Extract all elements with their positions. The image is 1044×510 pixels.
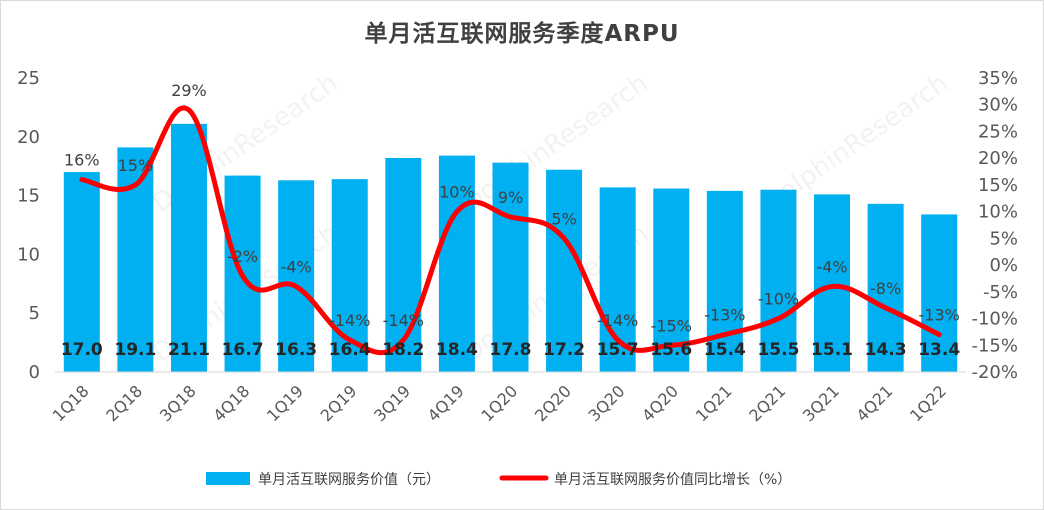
right-tick-label: -5% bbox=[983, 282, 1018, 303]
growth-value-label: -2% bbox=[227, 247, 258, 266]
right-tick-label: 35% bbox=[978, 68, 1018, 89]
bar-value-label: 15.7 bbox=[597, 340, 639, 360]
x-axis: 1Q18 2Q18 3Q18 4Q18 1Q19 2Q19 3Q19 4Q19 1Q20 2Q20… bbox=[49, 371, 966, 425]
bar-1Q19 bbox=[278, 180, 315, 372]
bar-3Q18 bbox=[170, 123, 207, 372]
growth-value-label: -13% bbox=[704, 306, 745, 325]
x-tick-label: 2Q21 bbox=[745, 381, 789, 425]
x-tick-label: 1Q20 bbox=[477, 381, 521, 425]
right-tick-label: 0% bbox=[989, 255, 1018, 276]
growth-value-label: -13% bbox=[919, 306, 960, 325]
bar-value-label: 18.2 bbox=[382, 340, 424, 360]
growth-value-label: 15% bbox=[118, 156, 154, 175]
bar-value-label: 15.4 bbox=[704, 340, 746, 360]
growth-value-label: -14% bbox=[597, 311, 638, 330]
growth-value-label: 29% bbox=[171, 81, 207, 100]
bar-2Q18 bbox=[117, 147, 154, 372]
x-tick-label: 3Q18 bbox=[156, 381, 200, 425]
right-tick-label: 15% bbox=[978, 175, 1018, 196]
line-labels: 16% 15% 29% -2% -4% -14% -14% 10% 9% 5% -14% -15% -1… bbox=[64, 81, 960, 335]
right-tick-label: -10% bbox=[971, 309, 1018, 330]
line-series bbox=[79, 105, 942, 356]
growth-value-label: -14% bbox=[329, 311, 370, 330]
x-tick-label: 4Q21 bbox=[853, 381, 897, 425]
legend-bar-label: 单月活互联网服务价值（元） bbox=[258, 472, 440, 488]
x-tick-label: 1Q18 bbox=[49, 381, 93, 425]
right-tick-label: 10% bbox=[978, 202, 1018, 223]
right-tick-label: 25% bbox=[978, 121, 1018, 142]
bar-1Q21 bbox=[706, 190, 743, 372]
bar-value-label: 17.2 bbox=[543, 340, 585, 360]
x-tick-label: 4Q18 bbox=[209, 381, 253, 425]
growth-value-label: -10% bbox=[758, 290, 799, 309]
x-tick-label: 4Q19 bbox=[424, 381, 468, 425]
right-tick-label: 20% bbox=[978, 148, 1018, 169]
x-tick-label: 1Q19 bbox=[263, 381, 307, 425]
bar-value-label: 18.4 bbox=[436, 340, 478, 360]
right-tick-label: -15% bbox=[971, 335, 1018, 356]
growth-value-label: 10% bbox=[439, 183, 475, 202]
legend-bar-swatch bbox=[206, 472, 250, 485]
left-axis: 0 5 10 15 20 25 bbox=[17, 68, 40, 383]
x-tick-label: 3Q19 bbox=[370, 381, 414, 425]
growth-value-label: -15% bbox=[651, 316, 692, 335]
right-axis: -20% -15% -10% -5% 0% 5% 10% 15% 20% 25% 30% 35% bbox=[971, 68, 1018, 383]
right-tick-label: 5% bbox=[989, 228, 1018, 249]
bar-series bbox=[63, 123, 958, 372]
growth-value-label: 9% bbox=[498, 188, 523, 207]
growth-value-label: -8% bbox=[870, 279, 901, 298]
legend: 单月活互联网服务价值（元） 单月活互联网服务价值同比增长（%） bbox=[206, 472, 791, 488]
bar-value-label: 16.3 bbox=[275, 340, 317, 360]
bar-value-label: 19.1 bbox=[114, 340, 156, 360]
x-tick-label: 2Q18 bbox=[102, 381, 146, 425]
left-tick-label: 20 bbox=[17, 127, 40, 148]
bar-value-label: 16.7 bbox=[222, 340, 264, 360]
bar-value-label: 16.4 bbox=[329, 340, 371, 360]
bar-value-label: 21.1 bbox=[168, 340, 210, 360]
x-tick-label: 3Q20 bbox=[585, 381, 629, 425]
bar-value-label: 14.3 bbox=[865, 340, 907, 360]
left-tick-label: 25 bbox=[17, 68, 40, 89]
right-tick-label: 30% bbox=[978, 95, 1018, 116]
left-tick-label: 10 bbox=[17, 244, 40, 265]
growth-value-label: 5% bbox=[551, 209, 576, 228]
bar-1Q18 bbox=[63, 172, 100, 372]
x-tick-label: 2Q19 bbox=[317, 381, 361, 425]
bar-value-label: 17.8 bbox=[490, 340, 532, 360]
right-tick-label: -20% bbox=[971, 362, 1018, 383]
bar-2Q21 bbox=[760, 189, 797, 372]
growth-value-label: -14% bbox=[383, 311, 424, 330]
bar-1Q22 bbox=[921, 214, 958, 372]
growth-value-label: 16% bbox=[64, 151, 100, 170]
bar-labels: 17.0 19.1 21.1 16.7 16.3 16.4 18.2 18.4 17.8 17.2… bbox=[61, 340, 961, 360]
left-tick-label: 15 bbox=[17, 186, 40, 207]
chart-title: 单月活互联网服务季度ARPU bbox=[364, 21, 680, 47]
x-tick-label: 4Q20 bbox=[638, 381, 682, 425]
left-tick-label: 0 bbox=[29, 362, 40, 383]
bar-4Q19 bbox=[438, 155, 475, 372]
bar-value-label: 17.0 bbox=[61, 340, 103, 360]
bar-value-label: 15.5 bbox=[757, 340, 799, 360]
bar-4Q20 bbox=[653, 188, 690, 372]
bar-4Q21 bbox=[867, 203, 904, 372]
legend-line-label: 单月活互联网服务价值同比增长（%） bbox=[554, 472, 791, 488]
bar-1Q20 bbox=[492, 162, 529, 372]
bar-value-label: 15.6 bbox=[650, 340, 692, 360]
x-tick-label: 3Q21 bbox=[799, 381, 843, 425]
growth-line bbox=[79, 105, 942, 356]
growth-value-label: -4% bbox=[281, 257, 312, 276]
x-tick-label: 1Q22 bbox=[906, 381, 950, 425]
bar-3Q21 bbox=[814, 194, 851, 372]
left-tick-label: 5 bbox=[29, 303, 40, 324]
bar-value-label: 15.1 bbox=[811, 340, 853, 360]
growth-value-label: -4% bbox=[816, 257, 847, 276]
x-tick-label: 2Q20 bbox=[531, 381, 575, 425]
bar-2Q20 bbox=[546, 169, 583, 372]
x-tick-label: 1Q21 bbox=[692, 381, 736, 425]
bar-value-label: 13.4 bbox=[918, 340, 960, 360]
